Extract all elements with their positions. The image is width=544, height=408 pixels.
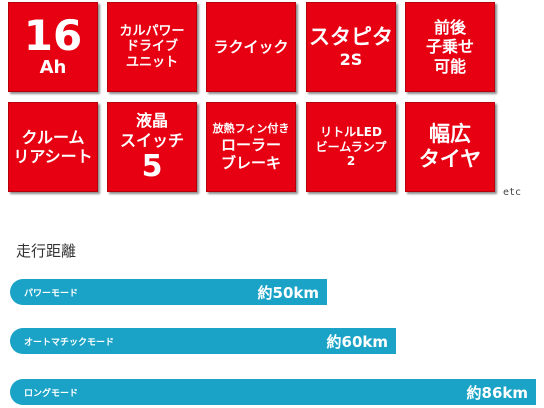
tile-line: リアシート [13,147,93,166]
feature-tile-lcd-switch: 液晶 スイッチ 5 [107,102,197,192]
tile-line: 2 [346,154,356,169]
mode-distance: 約86km [466,384,528,402]
tile-line: 液晶 [135,111,168,131]
mode-bar-power: パワーモード 約50km [10,279,327,305]
etc-label: etc [503,187,522,198]
tile-line: タイヤ [418,147,482,171]
tile-line: 5 [141,148,163,184]
tile-line: スタピタ [309,24,393,49]
mode-name: パワーモード [24,289,79,299]
tile-line: 子乗せ [425,37,474,57]
tile-line: ラクイック [213,38,289,56]
tile-line: スイッチ [119,130,184,150]
tile-line: ブレーキ [220,153,281,172]
tile-line: Ah [39,57,67,79]
tile-line: リトルLED [320,125,382,140]
feature-tile-roller-brake: 放熱フィン付き ローラー ブレーキ [206,102,296,192]
feature-tile-battery: 16 Ah [8,2,98,92]
tile-line: ビームランプ [315,139,387,154]
tile-line: 幅広 [429,121,471,146]
tile-line: 2S [339,50,363,69]
tile-line: クルーム [21,127,85,147]
feature-tile-drive-unit: カルパワー ドライブ ユニット [107,2,197,92]
tile-line: ユニット [125,54,178,70]
feature-tile-rear-seat: クルーム リアシート [8,102,98,192]
feature-tile-child-seats: 前後 子乗せ 可能 [405,2,495,92]
mode-distance: 約50km [257,284,319,302]
section-title: 走行距離 [16,242,77,260]
tile-line: カルパワー [119,23,185,39]
mode-name: オートマチックモード [24,338,115,348]
tile-line: 前後 [433,18,466,38]
mode-name: ロングモード [24,389,79,399]
mode-distance: 約60km [326,333,388,351]
tile-line: 16 [23,11,83,61]
feature-tile-raquick: ラクイック [206,2,296,92]
mode-bar-long: ロングモード 約86km [10,379,536,405]
feature-tile-wide-tire: 幅広 タイヤ [405,102,495,192]
mode-bar-automatic: オートマチックモード 約60km [10,328,396,354]
tile-line: ドライブ [125,39,178,55]
feature-tile-led-lamp: リトルLED ビームランプ 2 [306,102,396,192]
tile-line: ローラー [220,135,281,154]
tile-line: 放熱フィン付き [212,122,290,136]
feature-tile-stapita: スタピタ 2S [306,2,396,92]
tile-line: 可能 [433,56,466,76]
